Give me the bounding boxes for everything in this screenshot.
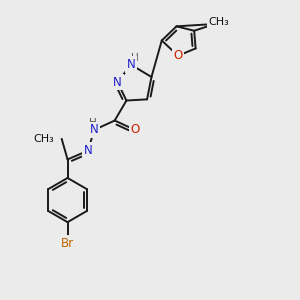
Text: N: N — [127, 58, 135, 71]
Text: N: N — [84, 144, 92, 157]
Text: H: H — [130, 53, 138, 63]
Text: CH₃: CH₃ — [209, 16, 230, 27]
Text: N: N — [113, 76, 122, 89]
Text: N: N — [90, 124, 98, 136]
Text: H: H — [89, 118, 97, 128]
Text: Br: Br — [61, 237, 74, 250]
Text: O: O — [131, 124, 140, 136]
Text: CH₃: CH₃ — [34, 134, 54, 144]
Text: O: O — [173, 49, 183, 62]
